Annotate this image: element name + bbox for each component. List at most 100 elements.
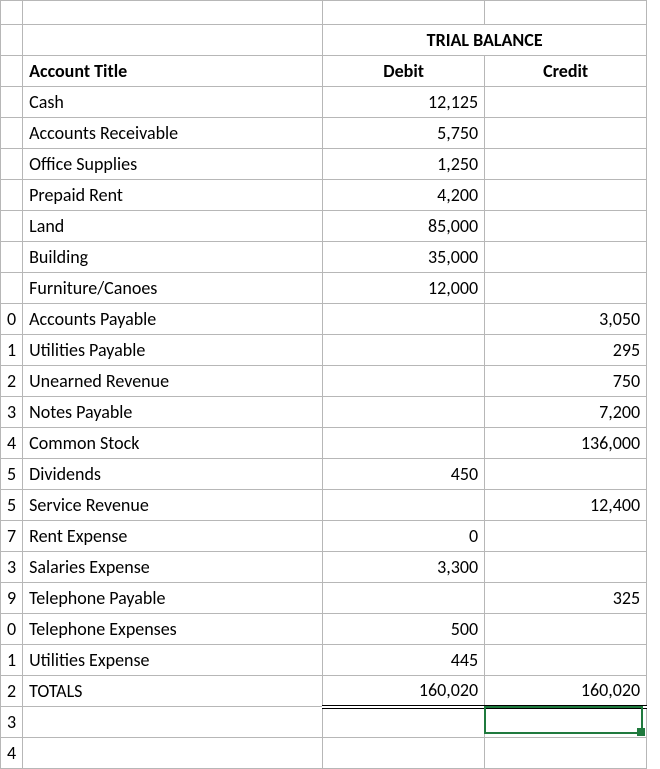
- blank-cell[interactable]: [23, 1, 323, 25]
- rownum: 3: [1, 552, 23, 583]
- empty-cell[interactable]: [23, 707, 323, 738]
- account-cell[interactable]: Utilities Expense: [23, 645, 323, 676]
- credit-cell[interactable]: [485, 521, 647, 552]
- debit-cell[interactable]: 445: [323, 645, 485, 676]
- rownum-blank: [1, 25, 23, 56]
- rownum: [1, 118, 23, 149]
- rownum: 9: [1, 583, 23, 614]
- rownum-blank: [1, 1, 23, 25]
- rownum: 4: [1, 738, 23, 769]
- totals-debit[interactable]: 160,020: [323, 676, 485, 707]
- rownum: 2: [1, 366, 23, 397]
- rownum: [1, 242, 23, 273]
- rownum: [1, 273, 23, 304]
- account-cell[interactable]: Building: [23, 242, 323, 273]
- credit-cell[interactable]: 12,400: [485, 490, 647, 521]
- account-cell[interactable]: Telephone Expenses: [23, 614, 323, 645]
- trial-balance-table: TRIAL BALANCE Account Title Debit Credit…: [0, 0, 647, 769]
- account-cell[interactable]: Land: [23, 211, 323, 242]
- credit-cell[interactable]: 750: [485, 366, 647, 397]
- credit-cell[interactable]: [485, 149, 647, 180]
- credit-cell[interactable]: [485, 614, 647, 645]
- blank-cell[interactable]: [323, 1, 485, 25]
- trial-balance-title[interactable]: TRIAL BALANCE: [323, 25, 647, 56]
- header-debit[interactable]: Debit: [323, 56, 485, 87]
- rownum: 1: [1, 335, 23, 366]
- rownum: [1, 180, 23, 211]
- credit-cell[interactable]: 7,200: [485, 397, 647, 428]
- rownum: 7: [1, 521, 23, 552]
- credit-cell[interactable]: [485, 180, 647, 211]
- rownum: 2: [1, 676, 23, 707]
- debit-cell[interactable]: [323, 428, 485, 459]
- debit-cell[interactable]: 12,000: [323, 273, 485, 304]
- debit-cell[interactable]: 4,200: [323, 180, 485, 211]
- rownum: 5: [1, 490, 23, 521]
- rownum: [1, 149, 23, 180]
- empty-cell[interactable]: [23, 738, 323, 769]
- rownum: 1: [1, 645, 23, 676]
- account-cell[interactable]: Rent Expense: [23, 521, 323, 552]
- debit-cell[interactable]: 35,000: [323, 242, 485, 273]
- empty-cell[interactable]: [323, 738, 485, 769]
- debit-cell[interactable]: 3,300: [323, 552, 485, 583]
- credit-cell[interactable]: [485, 273, 647, 304]
- debit-cell[interactable]: 85,000: [323, 211, 485, 242]
- rownum: 3: [1, 707, 23, 738]
- credit-cell[interactable]: [485, 118, 647, 149]
- debit-cell[interactable]: [323, 397, 485, 428]
- account-cell[interactable]: Notes Payable: [23, 397, 323, 428]
- account-cell[interactable]: Accounts Receivable: [23, 118, 323, 149]
- blank-cell[interactable]: [23, 25, 323, 56]
- debit-cell[interactable]: [323, 335, 485, 366]
- rownum-blank: [1, 56, 23, 87]
- totals-credit[interactable]: 160,020: [485, 676, 647, 707]
- credit-cell[interactable]: [485, 87, 647, 118]
- debit-cell[interactable]: 450: [323, 459, 485, 490]
- totals-label[interactable]: TOTALS: [23, 676, 323, 707]
- credit-cell[interactable]: [485, 211, 647, 242]
- account-cell[interactable]: Dividends: [23, 459, 323, 490]
- debit-cell[interactable]: 0: [323, 521, 485, 552]
- account-cell[interactable]: Utilities Payable: [23, 335, 323, 366]
- rownum: 5: [1, 459, 23, 490]
- debit-cell[interactable]: [323, 304, 485, 335]
- account-cell[interactable]: Cash: [23, 87, 323, 118]
- account-cell[interactable]: Accounts Payable: [23, 304, 323, 335]
- debit-cell[interactable]: 12,125: [323, 87, 485, 118]
- rownum: 0: [1, 614, 23, 645]
- debit-cell[interactable]: 1,250: [323, 149, 485, 180]
- credit-cell[interactable]: [485, 459, 647, 490]
- account-cell[interactable]: Salaries Expense: [23, 552, 323, 583]
- rownum: 4: [1, 428, 23, 459]
- rownum: 3: [1, 397, 23, 428]
- debit-cell[interactable]: 5,750: [323, 118, 485, 149]
- credit-cell[interactable]: 325: [485, 583, 647, 614]
- credit-cell[interactable]: [485, 242, 647, 273]
- debit-cell[interactable]: [323, 583, 485, 614]
- rownum: [1, 211, 23, 242]
- credit-cell[interactable]: 295: [485, 335, 647, 366]
- empty-cell[interactable]: [485, 738, 647, 769]
- blank-cell[interactable]: [485, 1, 647, 25]
- selected-cell[interactable]: [485, 707, 647, 738]
- account-cell[interactable]: Unearned Revenue: [23, 366, 323, 397]
- credit-cell[interactable]: 136,000: [485, 428, 647, 459]
- account-cell[interactable]: Service Revenue: [23, 490, 323, 521]
- debit-cell[interactable]: 500: [323, 614, 485, 645]
- account-cell[interactable]: Prepaid Rent: [23, 180, 323, 211]
- empty-cell[interactable]: [323, 707, 485, 738]
- account-cell[interactable]: Office Supplies: [23, 149, 323, 180]
- account-cell[interactable]: Furniture/Canoes: [23, 273, 323, 304]
- credit-cell[interactable]: 3,050: [485, 304, 647, 335]
- credit-cell[interactable]: [485, 552, 647, 583]
- header-credit[interactable]: Credit: [485, 56, 647, 87]
- rownum: 0: [1, 304, 23, 335]
- account-cell[interactable]: Common Stock: [23, 428, 323, 459]
- credit-cell[interactable]: [485, 645, 647, 676]
- rownum: [1, 87, 23, 118]
- account-cell[interactable]: Telephone Payable: [23, 583, 323, 614]
- header-account[interactable]: Account Title: [23, 56, 323, 87]
- debit-cell[interactable]: [323, 366, 485, 397]
- debit-cell[interactable]: [323, 490, 485, 521]
